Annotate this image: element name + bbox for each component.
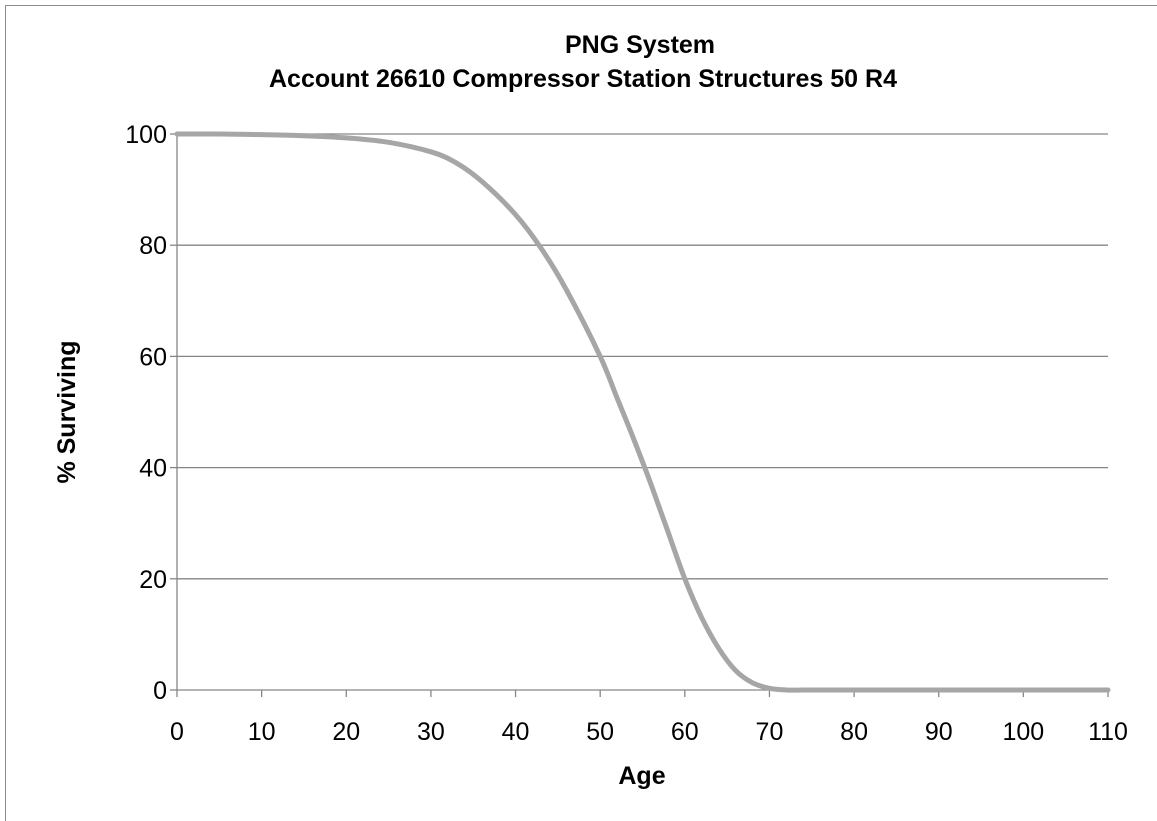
x-tick-label: 20 — [332, 718, 360, 746]
x-axis-label: Age — [618, 762, 665, 790]
x-tick-label: 60 — [671, 718, 699, 746]
x-tick-label: 90 — [925, 718, 953, 746]
x-tick-label: 110 — [1088, 718, 1128, 746]
x-tick-label: 80 — [840, 718, 868, 746]
y-tick-labels: 0 20 40 60 80 100 — [125, 121, 167, 705]
x-tick-labels: 0 10 20 30 40 50 60 70 80 90 100 110 — [170, 718, 1128, 746]
x-tick-label: 0 — [170, 718, 184, 746]
y-axis-label: % Surviving — [53, 340, 81, 483]
axes — [170, 133, 1109, 697]
chart-title: PNG System — [565, 31, 715, 59]
x-tick-label: 10 — [248, 718, 276, 746]
y-tick-label: 60 — [139, 343, 167, 371]
x-tick-label: 50 — [586, 718, 614, 746]
x-tick-label: 40 — [502, 718, 530, 746]
chart-subtitle: Account 26610 Compressor Station Structu… — [269, 65, 897, 93]
y-tick-label: 40 — [139, 455, 167, 483]
chart-frame — [5, 5, 1157, 821]
x-tick-label: 70 — [756, 718, 784, 746]
y-tick-label: 0 — [153, 677, 167, 705]
gridlines — [177, 133, 1108, 580]
series-layer — [174, 131, 1111, 693]
y-tick-label: 20 — [139, 566, 167, 594]
x-tick-label: 30 — [417, 718, 445, 746]
x-tick-label: 100 — [1003, 718, 1045, 746]
y-tick-label: 80 — [139, 232, 167, 260]
series-line-0 — [174, 131, 1111, 693]
y-tick-label: 100 — [125, 121, 167, 149]
